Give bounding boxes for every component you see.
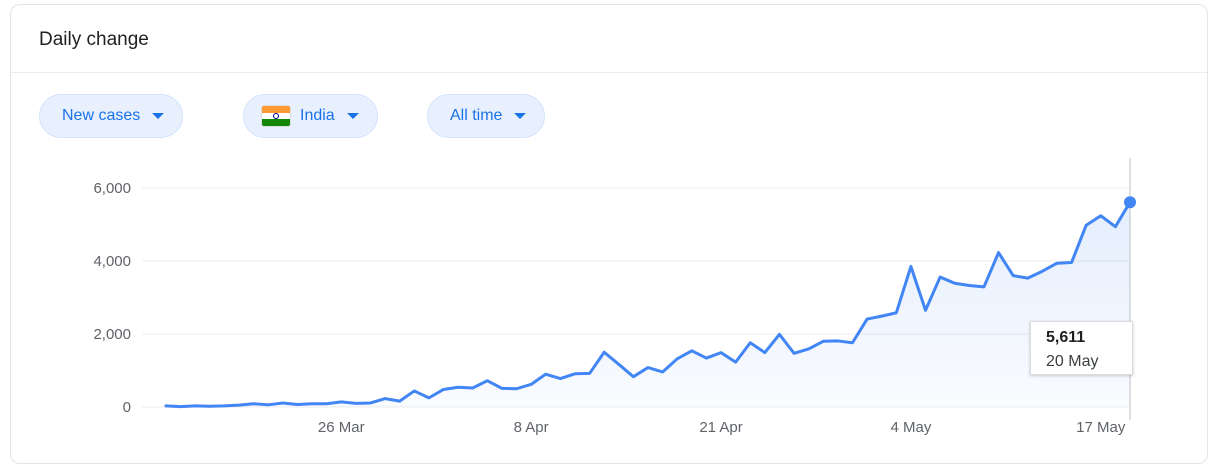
x-tick-label: 17 May bbox=[1076, 419, 1126, 436]
chart-tooltip: 5,611 20 May bbox=[1030, 321, 1133, 375]
daily-change-chart[interactable]: 0 2,000 4,000 6,000 26 Mar 8 Apr 21 Apr 4 May 17… bbox=[0, 0, 1211, 451]
x-tick-label: 26 Mar bbox=[318, 419, 365, 436]
y-tick-label: 2,000 bbox=[93, 326, 131, 343]
y-tick-label: 6,000 bbox=[93, 180, 131, 197]
x-tick-label: 4 May bbox=[890, 419, 931, 436]
tooltip-value: 5,611 bbox=[1046, 329, 1132, 347]
x-tick-label: 8 Apr bbox=[514, 419, 549, 436]
x-tick-label: 21 Apr bbox=[699, 419, 742, 436]
y-tick-label: 0 bbox=[123, 399, 131, 416]
series-area bbox=[166, 202, 1130, 407]
tooltip-date: 20 May bbox=[1046, 353, 1132, 371]
y-tick-label: 4,000 bbox=[93, 253, 131, 270]
highlighted-point bbox=[1124, 196, 1136, 208]
